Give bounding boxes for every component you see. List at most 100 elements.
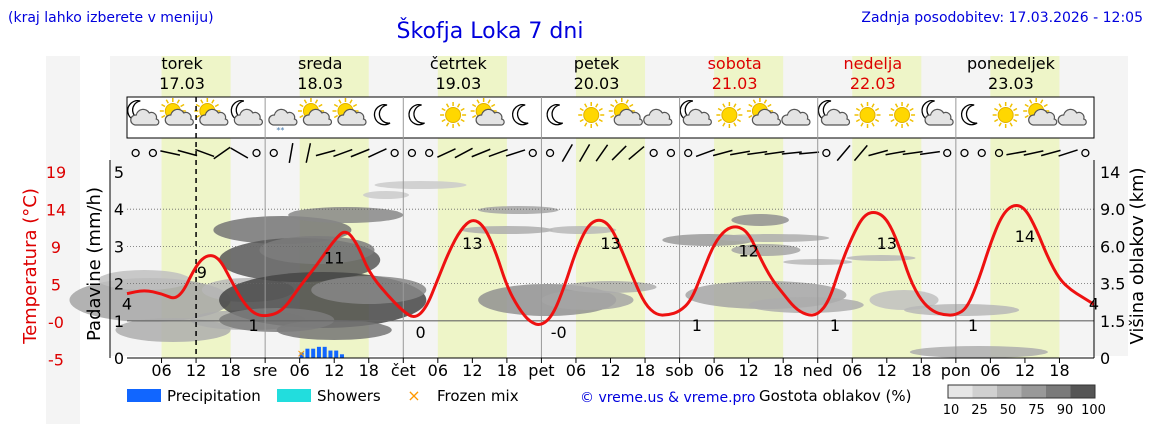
sun-ray xyxy=(491,103,496,108)
sun-ray xyxy=(595,122,599,127)
density-scale-label: 90 xyxy=(1057,403,1074,418)
sun-ray xyxy=(598,107,603,112)
sun-ray xyxy=(487,99,491,104)
sun-cloud-icon xyxy=(332,98,367,126)
moon-cloud-icon xyxy=(127,100,160,126)
sun-ray xyxy=(441,107,446,112)
x-tick-label: 12 xyxy=(738,361,758,380)
density-swatch-frame xyxy=(947,384,1096,399)
precip-tick-label: 3 xyxy=(114,237,124,256)
sun-ray xyxy=(890,107,895,112)
sun-ray xyxy=(161,114,166,119)
moon-shape xyxy=(373,104,391,126)
x-tick-label: 12 xyxy=(186,361,206,380)
sun-ray xyxy=(752,99,757,104)
cloud-shape xyxy=(475,108,505,126)
sun-ray xyxy=(894,122,899,127)
cloud-shape xyxy=(1057,108,1087,126)
sun-ray xyxy=(211,99,215,104)
precip-tick-label: 2 xyxy=(114,275,124,294)
cloud-density-field xyxy=(69,181,1048,358)
precipitation-bar xyxy=(322,346,327,358)
x-tick-label: 18 xyxy=(497,361,517,380)
sun-ray xyxy=(445,122,450,127)
density-swatch xyxy=(948,385,973,398)
cloud-shape xyxy=(781,108,811,126)
legend-frozen-marker: × xyxy=(407,386,420,405)
sun-ray xyxy=(1024,114,1029,119)
temperature-label: 1 xyxy=(249,316,259,335)
temperature-axis-title: Temperatura (°C) xyxy=(20,188,41,345)
sun-disc xyxy=(894,107,911,123)
copyright-link[interactable]: © vreme.us & vreme.pro xyxy=(580,390,755,406)
sun-ray xyxy=(722,103,726,108)
temperature-tick-label: 9 xyxy=(51,238,61,257)
wind-barb xyxy=(350,148,370,158)
sun-ray xyxy=(717,118,722,123)
sun-ray xyxy=(476,99,480,104)
cloud-density-blob xyxy=(714,234,830,242)
sun-ray xyxy=(748,103,753,108)
x-tick-label: 06 xyxy=(704,361,724,380)
temperature-tick-label: -0 xyxy=(48,313,64,332)
density-swatch xyxy=(1021,385,1046,398)
sun-ray xyxy=(333,103,339,108)
x-tick-label: 06 xyxy=(428,361,448,380)
x-tick-label: 12 xyxy=(600,361,620,380)
sun-icon xyxy=(716,102,743,128)
cloud-density-blob xyxy=(564,281,657,293)
sun-icon xyxy=(854,102,881,128)
day-name: sobota xyxy=(708,54,762,73)
x-axis: 06 12 18 sre 06 12 18 čet 06 12 18 pet 06 12 18 sob 06 12… xyxy=(127,357,1094,380)
cloud-density-blob xyxy=(259,236,375,264)
legend-precipitation-swatch xyxy=(127,389,161,402)
cloud-tick-label: 6.0 xyxy=(1100,237,1125,256)
sun-ray xyxy=(460,118,465,123)
wind-barb xyxy=(919,150,940,156)
cloud-density-blob xyxy=(362,191,410,199)
moon-shape xyxy=(512,104,529,126)
wind-barb xyxy=(471,148,491,158)
wind-barb xyxy=(799,151,820,155)
sun-icon xyxy=(992,102,1019,128)
precipitation-bar xyxy=(305,348,310,358)
day-date: 19.03 xyxy=(435,74,481,93)
temperature-label: 1 xyxy=(968,316,978,335)
sun-ray xyxy=(1043,103,1048,108)
day-date: 21.03 xyxy=(712,74,758,93)
x-tick-label: sob xyxy=(665,361,693,380)
x-tick-label: 12 xyxy=(462,361,482,380)
menu-hint[interactable]: (kraj lahko izberete v meniju) xyxy=(8,10,214,26)
cloud-density-blob xyxy=(311,276,427,304)
wind-calm-mark xyxy=(684,148,693,158)
sun-ray xyxy=(855,107,861,112)
wind-barb xyxy=(213,146,231,160)
sun-ray xyxy=(1013,118,1018,123)
temperature-label: 14 xyxy=(1015,227,1035,246)
cloud-density-blob xyxy=(748,297,864,313)
cloud-tick-label: 1.5 xyxy=(1100,312,1125,331)
sun-ray xyxy=(303,99,308,104)
left-axis-panel xyxy=(46,56,80,424)
cloud-shape xyxy=(924,108,954,126)
sun-icon xyxy=(578,102,605,128)
sun-ray xyxy=(998,122,1002,127)
day-date: 20.03 xyxy=(574,74,620,93)
sun-ray xyxy=(584,103,588,108)
cloud-shape xyxy=(820,108,851,126)
sun-ray xyxy=(318,103,323,108)
sun-ray xyxy=(314,99,319,104)
wind-barb xyxy=(712,149,733,157)
sun-ray xyxy=(748,114,753,119)
wind-barb xyxy=(695,148,716,158)
cloud-icon xyxy=(1057,108,1087,126)
sun-cloud-icon xyxy=(159,98,194,126)
sun-ray xyxy=(894,103,899,108)
wind-calm-mark xyxy=(649,148,658,158)
day-name: nedelja xyxy=(843,54,902,73)
moon-cloud-icon xyxy=(921,100,954,126)
temperature-label: 13 xyxy=(600,234,620,253)
sun-ray xyxy=(1009,103,1013,108)
x-tick-label: 12 xyxy=(877,361,897,380)
